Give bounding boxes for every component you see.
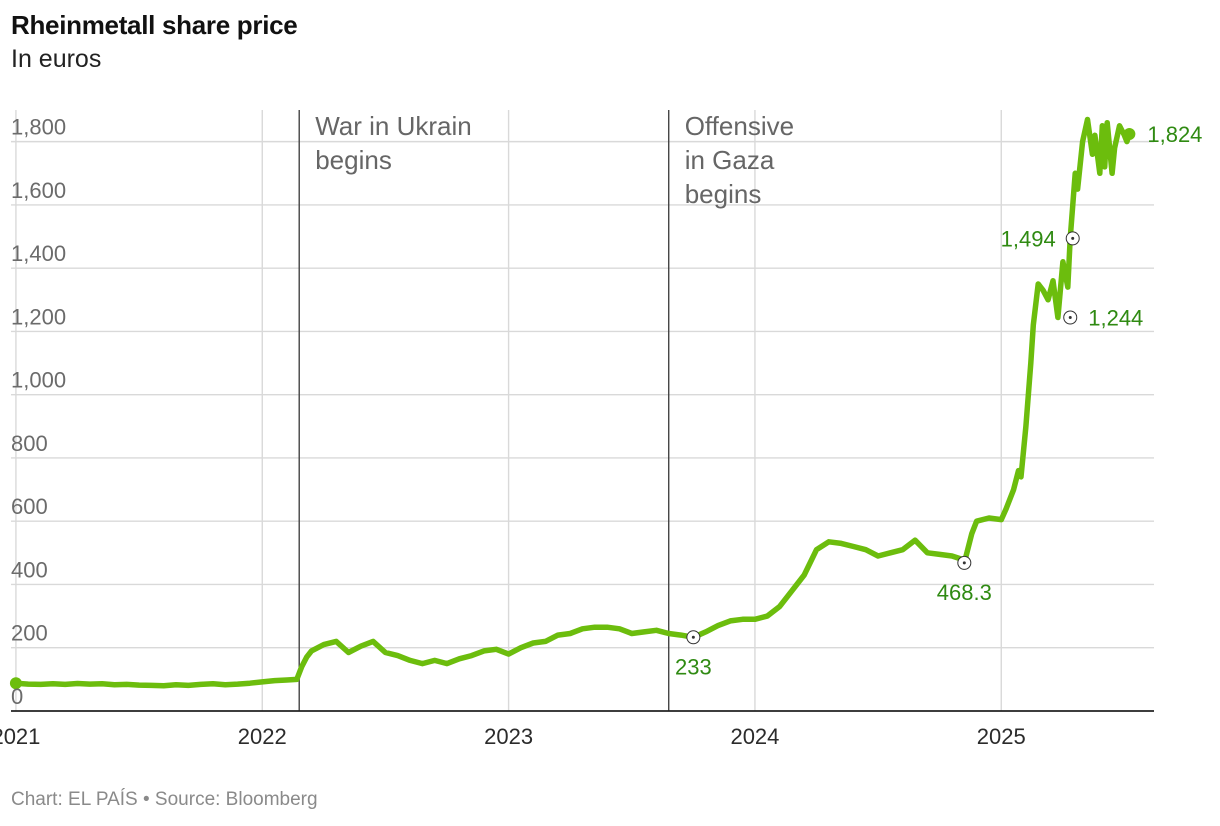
chart-subtitle: In euros bbox=[11, 45, 102, 73]
y-gridlines bbox=[11, 140, 1154, 649]
annotation-dot bbox=[9, 677, 22, 690]
y-tick-label: 1,400 bbox=[11, 241, 66, 266]
annotation-label: 233 bbox=[675, 654, 712, 679]
annotation-center bbox=[691, 635, 695, 639]
y-axis: 0 200 400 600 800 1,000 1,200 1,400 1,600 1,800 bbox=[11, 115, 1154, 712]
y-tick-label: 1,800 bbox=[11, 115, 66, 140]
x-tick-label: 2021 bbox=[0, 724, 40, 749]
annotation-center bbox=[962, 561, 966, 565]
annotation-label: 1,494 bbox=[1001, 226, 1056, 251]
event-lines: War in Ukrain begins Offensive in Gaza begin… bbox=[298, 110, 794, 711]
y-tick-label: 800 bbox=[11, 431, 48, 456]
annotation-label: 1,244 bbox=[1088, 306, 1143, 331]
y-tick-label: 1,000 bbox=[11, 368, 66, 393]
annotation-label: 468.3 bbox=[937, 580, 992, 605]
chart-title: Rheinmetall share price bbox=[11, 10, 298, 40]
y-tick-label: 400 bbox=[11, 557, 48, 582]
x-gridlines bbox=[15, 110, 1002, 711]
annotation-center bbox=[1068, 316, 1072, 320]
x-tick-label: 2022 bbox=[238, 724, 287, 749]
annotation-dot bbox=[1123, 128, 1136, 141]
event-label: Offensive bbox=[685, 111, 794, 141]
y-tick-label: 0 bbox=[11, 684, 23, 709]
x-tick-label: 2025 bbox=[977, 724, 1026, 749]
y-tick-label: 1,200 bbox=[11, 304, 66, 329]
event-label: begins bbox=[315, 145, 392, 175]
event-label: begins bbox=[685, 179, 762, 209]
chart-source: Chart: EL PAÍS • Source: Bloomberg bbox=[11, 789, 318, 810]
y-tick-label: 1,600 bbox=[11, 178, 66, 203]
x-tick-label: 2024 bbox=[730, 724, 779, 749]
event-label: War in Ukrain bbox=[315, 111, 472, 141]
y-tick-label: 200 bbox=[11, 621, 48, 646]
x-axis: 2021 2022 2023 2024 2025 bbox=[0, 724, 1026, 749]
y-tick-label: 600 bbox=[11, 494, 48, 519]
event-label: in Gaza bbox=[685, 145, 775, 175]
annotation-center bbox=[1071, 236, 1075, 240]
x-tick-label: 2023 bbox=[484, 724, 533, 749]
annotation-label: 1,824 bbox=[1147, 122, 1202, 147]
